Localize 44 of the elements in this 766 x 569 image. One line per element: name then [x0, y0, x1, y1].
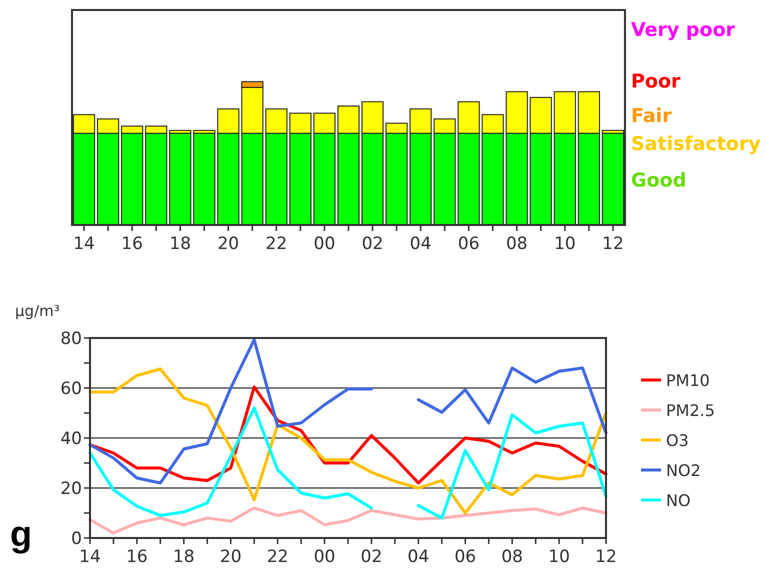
- legend-label: PM10: [666, 371, 710, 390]
- x-tick-label: 14: [79, 547, 101, 567]
- y-tick-label: 80: [60, 329, 82, 349]
- y-tick-label: 60: [60, 379, 82, 399]
- legend-label: NO: [666, 491, 691, 510]
- x-tick-label: 16: [121, 234, 143, 254]
- x-tick-label: 14: [73, 234, 95, 254]
- legend-label: O3: [666, 431, 689, 450]
- x-tick-label: 20: [217, 234, 240, 254]
- x-tick-label: 08: [501, 547, 523, 567]
- legend-label: NO2: [666, 461, 701, 480]
- line-series: [88, 506, 608, 534]
- bar: [602, 132, 624, 226]
- x-tick-label: 06: [454, 547, 476, 567]
- text: Very poor: [631, 18, 736, 41]
- x-tick-label: 12: [595, 547, 617, 567]
- x-tick-label: 18: [173, 547, 195, 567]
- text: g: [10, 513, 32, 554]
- x-tick-label: 20: [220, 547, 242, 567]
- x-tick-label: 10: [548, 547, 570, 567]
- x-tick-label: 00: [314, 547, 336, 567]
- x-tick-label: 02: [362, 234, 384, 254]
- legend-label: PM2.5: [666, 401, 715, 420]
- line-series: [88, 368, 608, 514]
- x-tick-label: 04: [408, 547, 430, 567]
- y-tick-label: 40: [60, 429, 82, 449]
- text: Fair: [631, 104, 672, 127]
- text: Good: [631, 169, 686, 192]
- text: Poor: [631, 70, 682, 92]
- y-tick-label: 0: [71, 529, 82, 549]
- x-tick-label: 10: [554, 234, 576, 254]
- x-tick-label: 22: [266, 547, 288, 567]
- x-tick-label: 02: [360, 547, 382, 567]
- text: Satisfactory: [631, 132, 762, 155]
- y-axis-title: µg/m³: [15, 302, 60, 320]
- x-tick-label: 22: [266, 234, 288, 254]
- x-tick-label: 04: [410, 234, 432, 254]
- x-tick-label: 00: [314, 234, 336, 254]
- x-tick-label: 06: [458, 234, 480, 254]
- x-tick-label: 18: [169, 234, 192, 254]
- y-tick-label: 20: [60, 479, 82, 499]
- x-tick-label: 16: [126, 547, 148, 567]
- x-tick-label: 12: [602, 234, 624, 254]
- x-tick-label: 08: [506, 234, 528, 254]
